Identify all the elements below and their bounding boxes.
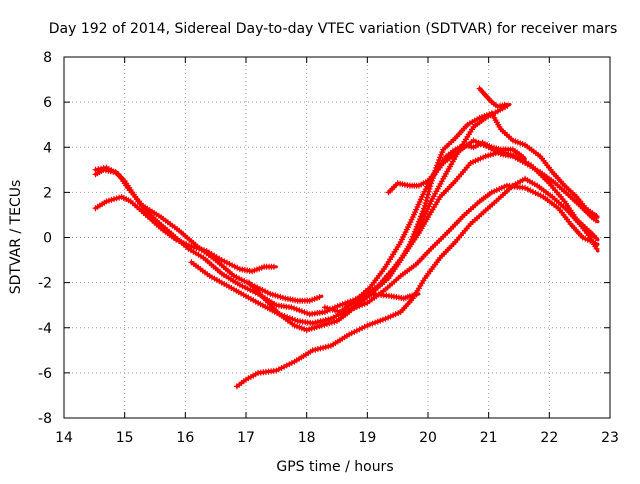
series-markers [385,139,526,196]
data-point [425,191,431,198]
series-track-7 [321,137,600,315]
series-markers [476,85,508,110]
series-track-6 [233,175,600,390]
x-tick-label: 23 [601,430,619,446]
y-tick-label: -8 [38,411,52,427]
data-point [270,263,277,270]
series-markers [233,175,600,390]
series-line [323,138,600,314]
data-point [416,216,423,223]
x-tick-label: 19 [358,430,376,446]
data-point [527,187,534,194]
data-point [426,186,433,192]
data-point [593,245,600,252]
x-tick-label: 14 [55,430,73,446]
series-markers [92,164,323,304]
x-tick-label: 22 [540,430,558,446]
y-tick-label: -2 [38,276,52,292]
grid [64,57,610,418]
axis-ticks: 14 15 16 17 18 19 20 21 22 23 -8 -6 -4 -2 0 2 4 6 8 [38,50,619,446]
series-track-2 [92,164,324,304]
y-tick-label: -6 [38,366,52,382]
data-point [427,183,434,190]
series-markers [188,182,599,327]
data-point [501,101,508,108]
series-track-9 [340,110,600,318]
series-track-3 [92,193,278,275]
data-point [535,191,542,198]
data-point [593,213,600,220]
x-tick-label: 16 [176,430,194,446]
series-markers [340,110,600,318]
y-tick-label: 0 [43,231,52,247]
data-point [522,184,529,191]
x-axis-label: GPS time / hours [276,459,393,475]
series-track-11 [476,85,509,110]
data-point [520,154,526,160]
data-point [438,151,445,158]
data-point [423,197,430,204]
y-tick-label: 2 [43,185,52,201]
chart-title: Day 192 of 2014, Sidereal Day-to-day VTE… [49,21,617,37]
x-tick-label: 21 [480,430,498,446]
x-tick-label: 18 [298,430,316,446]
x-tick-label: 17 [237,430,255,446]
x-tick-label: 15 [116,430,134,446]
data-point [593,235,599,241]
series-layer [92,85,600,390]
y-tick-label: 4 [43,140,52,156]
data-point [419,208,426,215]
y-axis-label: SDTVAR / TECUs [8,180,24,295]
x-tick-label: 20 [419,430,437,446]
data-point [422,200,429,207]
data-point [424,194,431,201]
data-point [422,202,428,209]
series-markers [92,193,277,275]
series-track-10 [385,139,527,196]
data-point [425,188,432,195]
data-point [316,294,323,301]
y-tick-label: 8 [43,50,52,66]
plot-frame [63,56,611,419]
y-tick-label: -4 [38,321,52,337]
series-markers [321,137,599,315]
data-point [592,217,599,224]
y-tick-label: 6 [43,95,52,111]
